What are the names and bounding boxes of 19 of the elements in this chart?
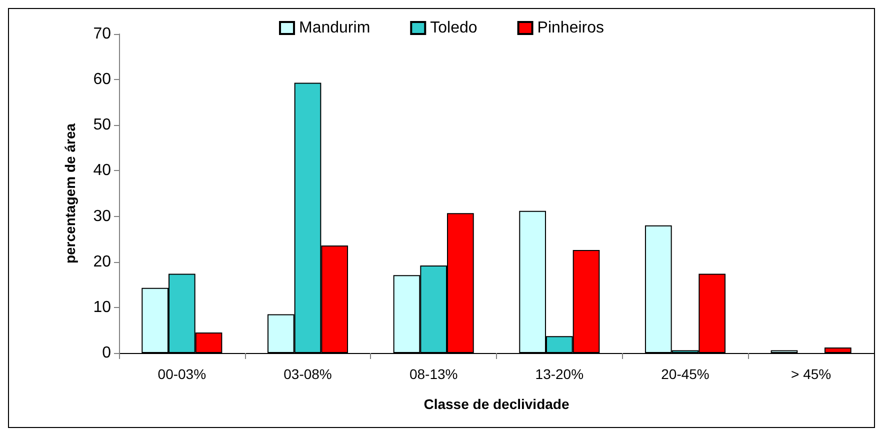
x-tick-label: 08-13% bbox=[409, 366, 458, 382]
y-tick-label: 30 bbox=[93, 208, 112, 225]
y-tick-label: 10 bbox=[93, 298, 112, 316]
x-tick-label: 00-03% bbox=[158, 366, 206, 382]
y-tick-label: 60 bbox=[93, 71, 112, 88]
y-tick-label: 40 bbox=[93, 162, 112, 180]
x-tick-label: 03-08% bbox=[284, 366, 332, 382]
y-tick-label: 20 bbox=[93, 253, 112, 270]
x-axis-title: Classe de declividade bbox=[424, 396, 570, 412]
y-tick-label: 0 bbox=[102, 344, 112, 362]
x-tick-label: 20-45% bbox=[661, 366, 710, 382]
x-tick-label: 13-20% bbox=[535, 366, 584, 382]
x-tick-label: > 45% bbox=[791, 366, 832, 382]
y-tick-label: 50 bbox=[93, 116, 112, 134]
y-axis-title: percentagem de área bbox=[62, 123, 78, 264]
y-tick-label: 70 bbox=[93, 26, 112, 42]
legend-label: Mandurim bbox=[299, 20, 370, 36]
legend-label: Toledo bbox=[430, 20, 478, 36]
legend-label: Pinheiros bbox=[537, 20, 604, 36]
